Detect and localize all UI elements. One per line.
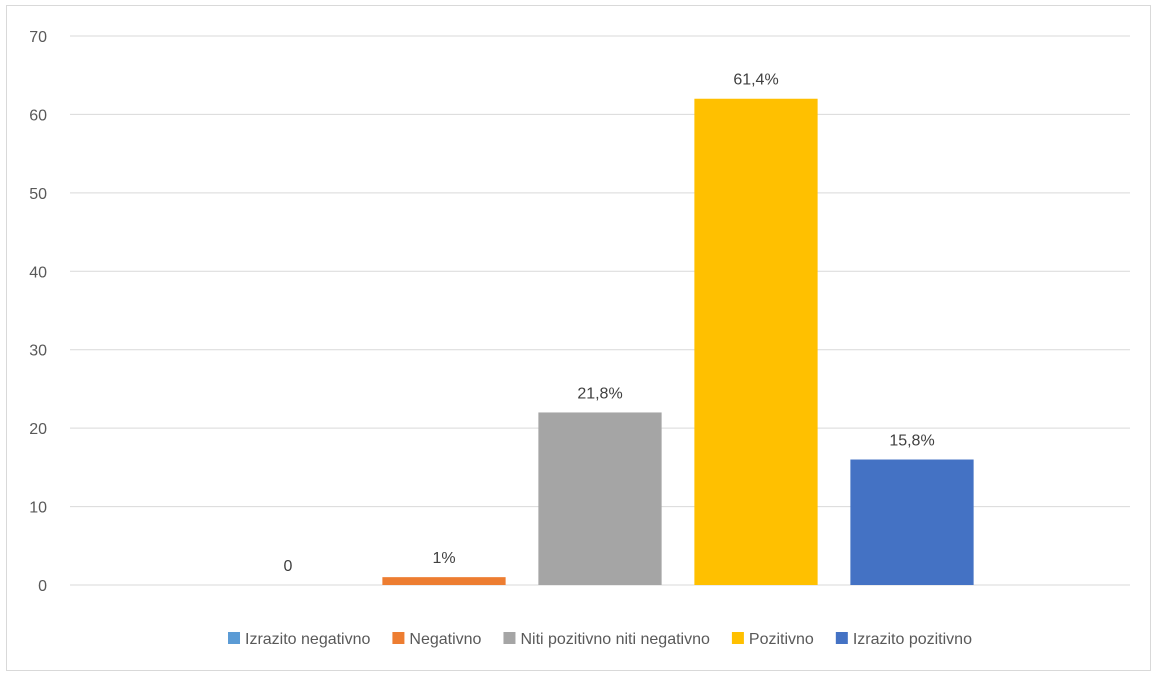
data-label: 15,8% [889,433,934,450]
y-tick-label: 40 [29,264,47,281]
legend-label-niti-pozitivno-niti-negativno: Niti pozitivno niti negativno [520,631,710,648]
legend: Izrazito negativno Negativno Niti pozitivn… [228,631,972,648]
y-tick-label: 60 [29,107,47,124]
data-label: 61,4% [733,72,778,89]
legend-swatch-negativno [392,632,405,644]
y-tick-label: 30 [29,343,47,360]
y-tick-label: 0 [38,578,47,595]
legend-label-izrazito-negativno: Izrazito negativno [245,631,371,648]
bar-izrazito-pozitivno [850,459,974,585]
bar-negativno [382,577,506,585]
y-tick-label: 10 [29,500,47,517]
legend-label-pozitivno: Pozitivno [749,631,814,648]
y-tick-label: 20 [29,421,47,438]
bars [382,98,974,585]
data-label: 1% [432,550,455,567]
legend-swatch-izrazito-negativno [228,632,241,644]
legend-swatch-izrazito-pozitivno [835,632,848,644]
y-tick-label: 70 [29,29,47,46]
legend-swatch-niti-pozitivno-niti-negativno [503,632,516,644]
bar-pozitivno [694,98,818,585]
legend-label-negativno: Negativno [409,631,481,648]
bar-niti-pozitivno-niti-negativno [538,412,662,585]
data-label: 0 [284,558,293,575]
y-tick-label: 50 [29,186,47,203]
legend-swatch-pozitivno [731,632,744,644]
data-label: 21,8% [577,385,622,402]
data-labels: 0 1% 21,8% 61,4% 15,8% [284,72,935,575]
y-axis: 0 10 20 30 40 50 60 70 [29,29,47,595]
legend-label-izrazito-pozitivno: Izrazito pozitivno [853,631,972,648]
